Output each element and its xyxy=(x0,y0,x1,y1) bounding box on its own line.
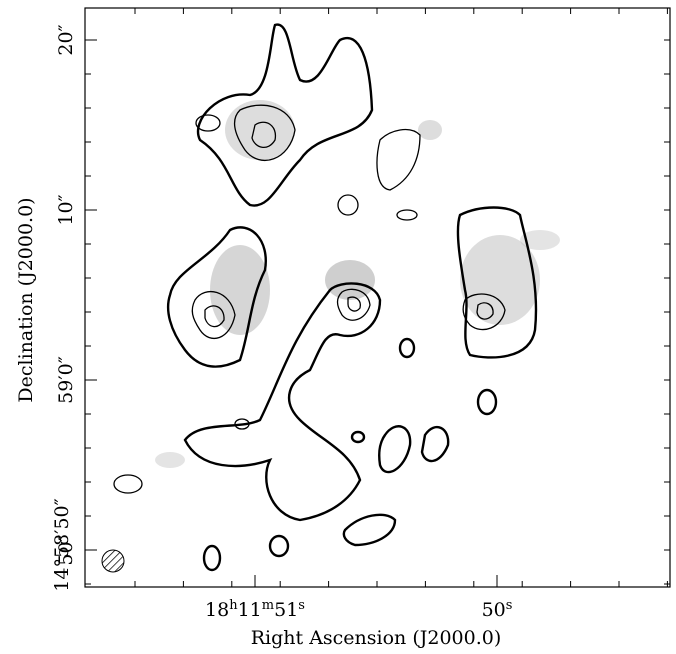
x-tick-label: 50s xyxy=(482,598,513,622)
x-tick-part: 18 xyxy=(205,599,229,621)
x-tick-part: m xyxy=(262,598,274,613)
y-tick-label: 20″ xyxy=(55,24,77,55)
x-tick-label: 18h11m51s xyxy=(205,598,305,622)
beam xyxy=(101,549,125,573)
greyscale-emission xyxy=(155,100,560,468)
y-tick-label: 14°58′50″ xyxy=(51,498,73,591)
x-axis-label: Right Ascension (J2000.0) xyxy=(251,627,502,649)
x-tick-part: s xyxy=(506,598,513,613)
y-tick-label: 10″ xyxy=(55,194,77,225)
ticks xyxy=(85,8,670,587)
x-tick-part: h xyxy=(229,598,238,613)
y-tick-label: 50″ xyxy=(55,534,77,565)
contours xyxy=(113,23,538,572)
plot-frame xyxy=(84,7,671,588)
x-tick-part: 11 xyxy=(238,599,262,621)
x-tick-part: 50 xyxy=(482,599,506,621)
y-tick-label: 59′0″ xyxy=(55,356,77,404)
y-axis-label: Declination (J2000.0) xyxy=(15,197,37,402)
x-tick-part: s xyxy=(298,598,305,613)
x-tick-part: 51 xyxy=(274,599,298,621)
